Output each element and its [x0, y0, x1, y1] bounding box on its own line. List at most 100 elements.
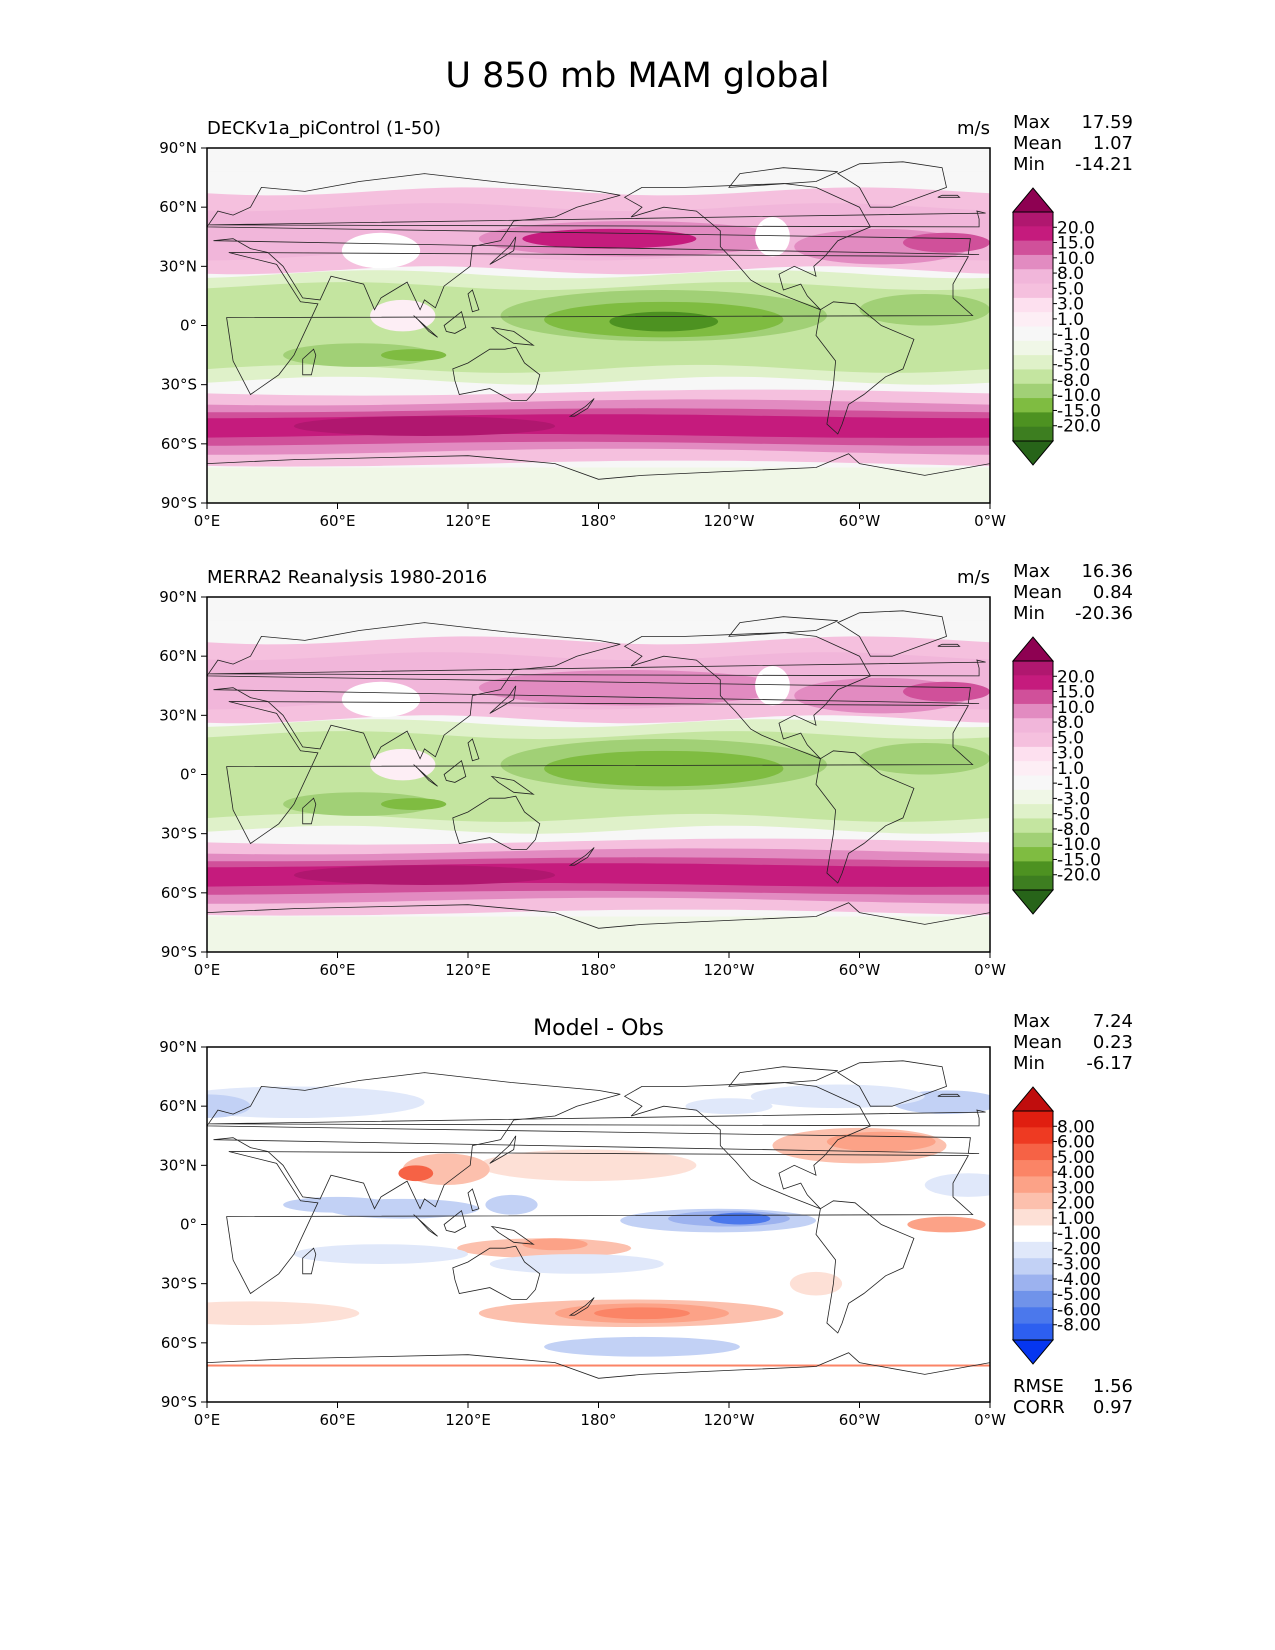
coastline	[490, 1225, 535, 1245]
colorbar-segment	[1013, 1241, 1053, 1259]
colorbar-segment	[1013, 1290, 1053, 1308]
y-tick-label: 30°N	[159, 257, 197, 275]
coastline	[937, 643, 961, 647]
coastline	[489, 685, 517, 714]
colorbar-segment	[1013, 1143, 1053, 1161]
coastline	[489, 236, 517, 265]
colorbar-segment	[1013, 283, 1053, 299]
colorbar-label: 5.0	[1057, 728, 1084, 748]
colorbar-segment	[1013, 746, 1053, 762]
coastline	[226, 252, 974, 396]
coastline	[623, 1082, 871, 1210]
colorbar-label: 5.0	[1057, 279, 1084, 299]
coastline	[623, 183, 871, 311]
contour-band	[609, 311, 719, 332]
colorbar-segment	[1013, 1307, 1053, 1325]
contour-band	[207, 148, 990, 172]
colorbar-label: -1.00	[1057, 1224, 1101, 1244]
colorbar-segment	[1013, 1192, 1053, 1210]
y-tick-label: 60°S	[161, 1334, 197, 1352]
colorbar-segment	[1013, 383, 1053, 399]
contour-band	[485, 1194, 538, 1215]
colorbar-segment	[1013, 661, 1053, 676]
colorbar-extend-min	[1011, 440, 1055, 466]
coastline	[467, 1188, 480, 1212]
contour-band	[341, 232, 421, 269]
colorbar-segment	[1013, 398, 1053, 413]
coastline	[568, 398, 595, 417]
colorbar-label: -4.00	[1057, 1270, 1101, 1290]
coastline	[489, 1135, 517, 1164]
contour-band	[207, 1094, 251, 1118]
contour-band	[283, 343, 436, 367]
contour-band	[294, 1244, 468, 1264]
stat-value-mean: 1.07	[1093, 133, 1133, 154]
contour-band	[907, 1216, 986, 1233]
contour-band	[283, 1196, 392, 1213]
y-tick-label: 30°S	[161, 376, 197, 394]
colorbar-segment	[1013, 818, 1053, 834]
colorbar-segment	[1013, 789, 1053, 805]
colorbar-segment	[1013, 1127, 1053, 1145]
colorbar-segment	[1013, 212, 1053, 227]
colorbar-label: -6.00	[1057, 1300, 1101, 1320]
contour-band	[207, 1364, 990, 1367]
colorbar-segment	[1013, 718, 1053, 734]
colorbar-label: -1.0	[1057, 774, 1090, 794]
contour-band	[755, 666, 790, 706]
y-tick-label: 60°N	[159, 1097, 197, 1115]
x-tick-label: 180°	[580, 1411, 616, 1429]
coastline	[728, 167, 838, 188]
colorbar-label: 15.0	[1057, 683, 1095, 703]
colorbar-label: 2.00	[1057, 1194, 1095, 1214]
contour-band	[522, 1238, 588, 1251]
coastline	[568, 847, 595, 866]
stat-label: Mean	[1013, 582, 1062, 603]
stat-value-min: -6.17	[1086, 1053, 1133, 1074]
colorbar-label: -10.0	[1057, 386, 1101, 406]
colorbar-label: 6.00	[1057, 1133, 1095, 1153]
colorbar-label: 3.0	[1057, 744, 1084, 764]
coastline	[452, 795, 541, 850]
coastline	[226, 701, 974, 845]
colorbar-label: 1.00	[1057, 1209, 1095, 1229]
colorbar-segment	[1013, 804, 1053, 819]
contour-band	[381, 349, 447, 362]
contour-band	[594, 1307, 690, 1320]
coastline	[413, 315, 438, 338]
y-tick-label: 90°S	[161, 1393, 197, 1411]
colorbar-segment	[1013, 703, 1053, 719]
colorbar-segment	[1013, 689, 1053, 705]
colorbar-label: -3.00	[1057, 1255, 1101, 1275]
colorbar-label: 8.0	[1057, 713, 1084, 733]
coastline	[815, 1200, 915, 1334]
y-tick-label: 90°N	[159, 588, 197, 606]
map-field	[207, 1047, 990, 1402]
colorbar-segment	[1013, 861, 1053, 877]
x-tick-label: 60°W	[839, 512, 881, 530]
coastline	[490, 775, 535, 795]
stat-label: Max	[1013, 1011, 1051, 1032]
x-tick-label: 0°W	[974, 512, 1006, 530]
stat-value-mean: 0.84	[1093, 582, 1133, 603]
coastline	[452, 346, 541, 401]
contour-band	[859, 742, 990, 775]
colorbar-segment	[1013, 369, 1053, 385]
colorbar-segment	[1013, 675, 1053, 691]
colorbar-label: -3.0	[1057, 340, 1090, 360]
units-label: m/s	[957, 118, 990, 139]
colorbar-label: 20.0	[1057, 218, 1095, 238]
colorbar-segment	[1013, 761, 1053, 776]
y-tick-label: 30°S	[161, 1275, 197, 1293]
units-label: m/s	[957, 567, 990, 588]
colorbar-segment	[1013, 1209, 1053, 1226]
colorbar-extend-max	[1011, 187, 1055, 213]
colorbar-label: -8.00	[1057, 1316, 1101, 1336]
coastline	[467, 289, 480, 313]
map-field	[207, 597, 990, 952]
contour-band	[207, 467, 990, 503]
stat-label: Min	[1013, 154, 1045, 175]
stat-value-min: -20.36	[1075, 603, 1133, 624]
contour-band	[489, 1254, 664, 1274]
footer-stat-value-rmse: 1.56	[1093, 1376, 1133, 1397]
